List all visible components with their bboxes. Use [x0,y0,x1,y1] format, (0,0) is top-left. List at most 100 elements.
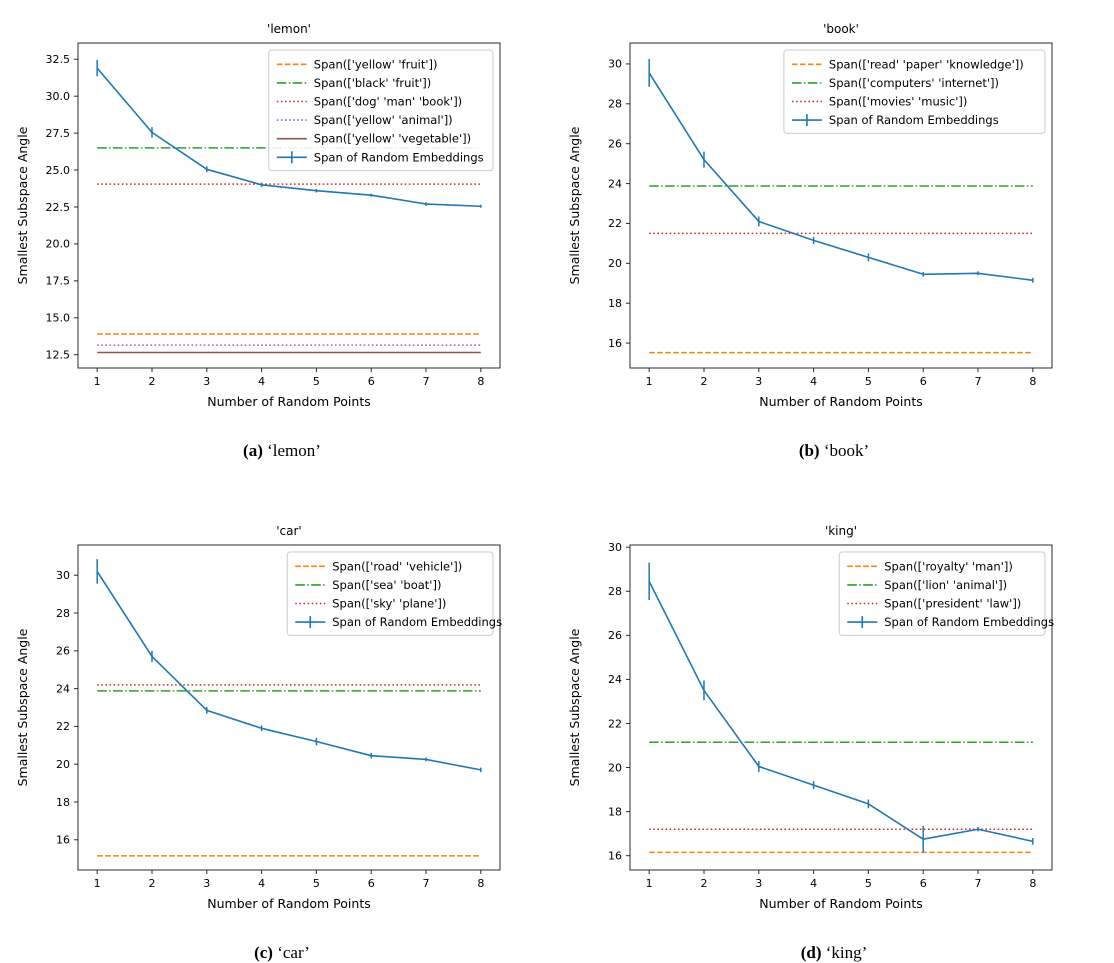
reference-lines [97,147,481,354]
series-line [648,72,1033,282]
x-tick-label: 2 [700,375,707,388]
legend-label: Span(['president' 'law']) [884,597,1021,611]
axes: 16 18 20 22 24 26 28 30 1 2 3 4 5 6 7 8 [608,42,1053,388]
legend-box [783,49,1046,134]
legend: Span(['road' 'vehicle']) Span(['sea' 'boa… [286,551,502,636]
legend-label: Span(['yellow' 'fruit']) [314,57,438,71]
x-tick-label: 4 [258,877,265,890]
y-tick-label: 16 [608,849,622,862]
y-tick-label: 28 [608,585,622,598]
series-random-embeddings [648,58,1034,283]
x-tick-label: 3 [755,877,762,890]
caption-lemon: (a) ‘lemon’ [8,441,556,461]
legend-label: Span(['sea' 'boat']) [332,578,441,592]
legend-box [286,551,494,636]
chart-book: 16 18 20 22 24 26 28 30 1 2 3 4 5 6 7 8 'book' Number of … [567,22,1053,409]
y-axis-label: Smallest Subspace Angle [15,126,30,284]
legend-label: Span of Random Embeddings [829,113,999,127]
legend-label: Span(['royalty' 'man']) [884,559,1013,573]
legend-label: Span(['read' 'paper' 'knowledge']) [829,57,1024,71]
x-tick-label: 4 [810,877,817,890]
x-tick-label: 6 [920,877,927,890]
y-axis-label: Smallest Subspace Angle [567,126,582,284]
x-tick-label: 2 [148,877,155,890]
y-tick-label: 18 [608,805,622,818]
y-tick-label: 24 [608,673,622,686]
caption-word: ‘book’ [823,441,870,460]
x-tick-label: 4 [258,375,265,388]
series-line [96,571,481,771]
x-tick-label: 6 [920,375,927,388]
x-tick-label: 7 [423,375,430,388]
x-tick-label: 2 [148,375,155,388]
caption-car: (c) ‘car’ [8,943,556,963]
series-random-embeddings [96,59,482,208]
axes: 16 18 20 22 24 26 28 30 1 2 3 4 5 6 7 8 [608,541,1053,890]
figure-king: 16 18 20 22 24 26 28 30 1 2 3 4 5 6 7 8 'king' Number of … [560,510,1108,963]
plot-frame [629,42,1053,369]
x-tick-label: 1 [646,877,653,890]
x-tick-label: 7 [423,877,430,890]
legend: Span(['royalty' 'man']) Span(['lion' 'ani… [838,551,1054,636]
legend-label: Span(['road' 'vehicle']) [332,559,462,573]
y-tick-label: 20 [608,257,622,270]
x-tick-label: 1 [94,877,101,890]
y-tick-label: 20.0 [46,238,71,251]
plot-frame [629,544,1053,871]
legend-label: Span(['movies' 'music']) [829,95,968,109]
figure-book: 16 18 20 22 24 26 28 30 1 2 3 4 5 6 7 8 'book' Number of … [560,8,1108,461]
legend-label: Span(['computers' 'internet']) [829,76,999,90]
x-tick-label: 5 [865,877,872,890]
y-tick-label: 27.5 [46,127,71,140]
caption-label: (d) [800,943,822,962]
figure-lemon: 12.5 15.0 17.5 20.0 22.5 25.0 27.5 30.0 32.5 1 2 3 4… [8,8,556,461]
x-axis-label: Number of Random Points [207,896,370,911]
reference-lines [649,741,1033,854]
reference-lines [97,684,481,857]
chart-title: 'book' [823,22,859,36]
x-tick-label: 4 [810,375,817,388]
y-tick-label: 22 [608,217,622,230]
y-tick-label: 25.0 [46,164,71,177]
y-tick-label: 16 [56,834,70,847]
legend-label: Span(['sky' 'plane']) [332,597,446,611]
y-tick-label: 28 [56,607,70,620]
x-tick-label: 6 [368,877,375,890]
legend-box [838,551,1046,636]
y-tick-label: 30.0 [46,90,71,103]
y-tick-label: 12.5 [46,349,71,362]
legend-label: Span(['dog' 'man' 'book']) [314,95,462,109]
y-tick-label: 32.5 [46,53,71,66]
y-tick-label: 22 [56,720,70,733]
plot-frame [77,544,501,871]
axes: 12.5 15.0 17.5 20.0 22.5 25.0 27.5 30.0 32.5 1 2 3 4… [46,42,501,388]
x-tick-label: 6 [368,375,375,388]
legend-label: Span of Random Embeddings [884,615,1054,629]
x-tick-label: 7 [975,375,982,388]
caption-book: (b) ‘book’ [560,441,1108,461]
x-tick-label: 7 [975,877,982,890]
chart-king: 16 18 20 22 24 26 28 30 1 2 3 4 5 6 7 8 'king' Number of … [567,524,1054,911]
y-tick-label: 26 [56,645,70,658]
y-axis-label: Smallest Subspace Angle [567,628,582,786]
caption-word: ‘lemon’ [267,441,321,460]
legend-label: Span of Random Embeddings [332,615,502,629]
y-tick-label: 20 [608,761,622,774]
x-axis-label: Number of Random Points [759,394,922,409]
caption-word: ‘car’ [277,943,310,962]
x-tick-label: 1 [94,375,101,388]
y-tick-label: 24 [608,177,622,190]
y-tick-label: 30 [56,569,70,582]
y-tick-label: 16 [608,337,622,350]
chart-car: 16 18 20 22 24 26 28 30 1 2 3 4 5 6 7 8 'car' Number of R… [15,524,502,911]
y-tick-label: 18 [608,297,622,310]
y-tick-label: 18 [56,796,70,809]
legend-label: Span(['black' 'fruit']) [314,76,431,90]
caption-king: (d) ‘king’ [560,943,1108,963]
chart-title: 'king' [825,524,857,538]
y-tick-label: 24 [56,682,70,695]
legend-label: Span(['yellow' 'vegetable']) [314,132,471,146]
y-tick-label: 20 [56,758,70,771]
y-tick-label: 26 [608,137,622,150]
y-tick-label: 30 [608,58,622,71]
